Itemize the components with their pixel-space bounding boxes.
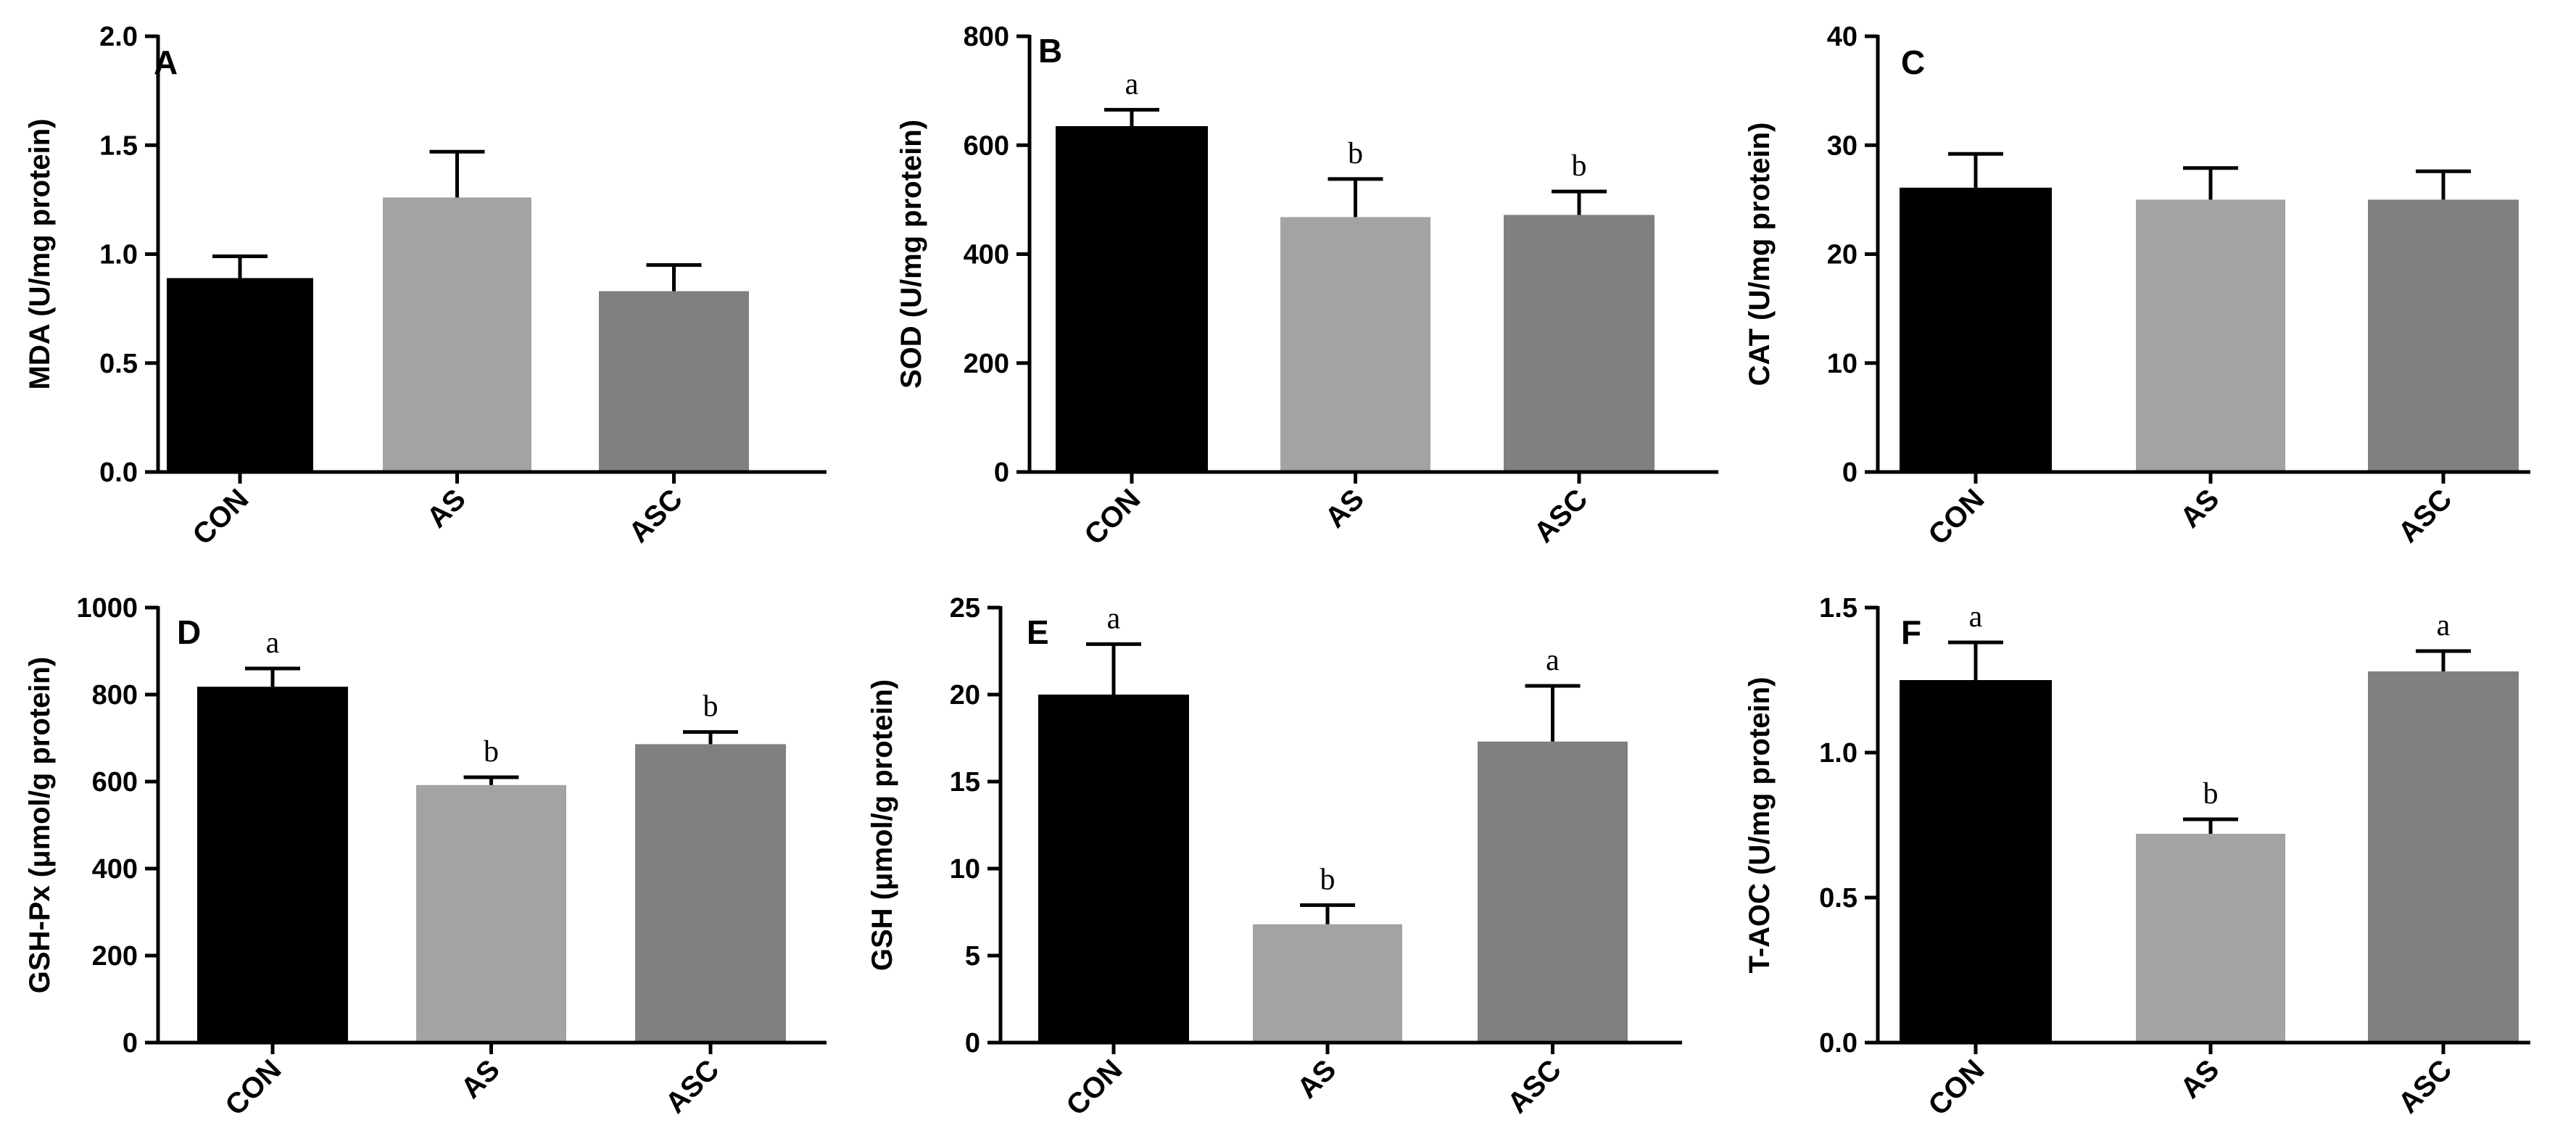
category-label-con: CON bbox=[1922, 1053, 1990, 1122]
category-label-as: AS bbox=[421, 483, 471, 534]
category-label-asc: ASC bbox=[1528, 483, 1594, 549]
bar-con bbox=[167, 278, 313, 472]
panel-letter-c: C bbox=[1901, 44, 1925, 81]
significance-label-asc: a bbox=[2437, 609, 2451, 642]
y-tick-label: 1.5 bbox=[1819, 593, 1858, 624]
bar-con bbox=[1056, 125, 1208, 473]
y-tick-label: 30 bbox=[1827, 131, 1858, 161]
y-tick-label: 800 bbox=[92, 680, 138, 711]
y-tick-label: 1.0 bbox=[99, 240, 138, 270]
significance-label-as: b bbox=[484, 735, 499, 769]
significance-label-con: a bbox=[1969, 600, 1983, 634]
category-label-as: AS bbox=[455, 1053, 505, 1104]
y-tick-label: 10 bbox=[950, 854, 980, 885]
bar-asc bbox=[2368, 671, 2519, 1043]
panel-f: a CON b AS a ASC 0.0 0.5 1.0 1.5 T-AOC (U/mg prote… bbox=[1744, 593, 2530, 1122]
bar-asc bbox=[599, 291, 749, 472]
y-axis-title: SOD (U/mg protein) bbox=[895, 120, 927, 389]
bar-con bbox=[197, 687, 348, 1043]
y-tick-label: 600 bbox=[964, 131, 1009, 161]
panel-a: CON AS ASC 0.0 0.5 1.0 1.5 2.0 MDA (U/mg protein… bbox=[24, 22, 827, 551]
y-tick-label: 800 bbox=[964, 22, 1009, 52]
bar-con bbox=[1038, 695, 1189, 1043]
panel-b: a CON b AS b ASC 0 200 400 600 800 SOD (U/mg protei… bbox=[895, 22, 1718, 551]
y-axis-title: CAT (U/mg protein) bbox=[1744, 123, 1776, 386]
category-label-asc: ASC bbox=[660, 1053, 726, 1119]
bar-asc bbox=[1504, 215, 1654, 472]
significance-label-asc: b bbox=[703, 690, 718, 724]
bar-asc bbox=[1478, 741, 1628, 1043]
panel-letter-f: F bbox=[1901, 613, 1921, 651]
y-axis-title: MDA (U/mg protein) bbox=[24, 118, 56, 389]
significance-label-as: b bbox=[1348, 137, 1363, 170]
y-axis-title: GSH-Px (μmol/g protein) bbox=[24, 657, 56, 993]
y-tick-label: 5 bbox=[965, 941, 980, 972]
category-label-asc: ASC bbox=[2393, 483, 2459, 549]
category-label-con: CON bbox=[1060, 1053, 1128, 1122]
bar-con bbox=[1900, 187, 2052, 472]
bar-con bbox=[1900, 680, 2052, 1043]
y-tick-label: 1.5 bbox=[99, 131, 138, 161]
y-tick-label: 200 bbox=[964, 349, 1009, 379]
y-tick-label: 20 bbox=[1827, 240, 1858, 270]
y-tick-label: 40 bbox=[1827, 22, 1858, 52]
panel-letter-a: A bbox=[154, 44, 178, 81]
significance-label-as: b bbox=[1320, 863, 1335, 896]
panel-c: CON AS ASC 0 10 20 30 40 CAT (U/mg protein) C bbox=[1744, 22, 2530, 551]
bar-as bbox=[1280, 217, 1430, 472]
significance-label-con: a bbox=[266, 626, 280, 660]
y-tick-label: 200 bbox=[92, 941, 138, 972]
y-tick-label: 0.0 bbox=[1819, 1028, 1858, 1059]
bar-as bbox=[2136, 199, 2285, 472]
category-label-asc: ASC bbox=[1502, 1053, 1567, 1119]
category-label-as: AS bbox=[2174, 483, 2225, 534]
category-label-con: CON bbox=[1922, 483, 1990, 551]
panel-letter-d: D bbox=[177, 613, 201, 651]
y-tick-label: 400 bbox=[92, 854, 138, 885]
y-tick-label: 1000 bbox=[76, 593, 138, 624]
y-tick-label: 0.0 bbox=[99, 457, 138, 488]
y-axis-title: GSH (μmol/g protein) bbox=[866, 679, 898, 971]
y-tick-label: 0 bbox=[1842, 457, 1858, 488]
y-tick-label: 1.0 bbox=[1819, 738, 1858, 769]
y-tick-label: 15 bbox=[950, 767, 980, 798]
y-tick-label: 20 bbox=[950, 680, 980, 711]
category-label-con: CON bbox=[219, 1053, 287, 1122]
significance-label-con: a bbox=[1107, 602, 1121, 635]
y-tick-label: 400 bbox=[964, 240, 1009, 270]
y-tick-label: 2.0 bbox=[99, 22, 138, 52]
category-label-as: AS bbox=[1291, 1053, 1342, 1104]
panel-e: a CON b AS a ASC 0 5 10 15 20 25 GSH (μmol/g protein… bbox=[866, 593, 1682, 1122]
y-tick-label: 0 bbox=[123, 1028, 138, 1059]
category-label-con: CON bbox=[1078, 483, 1146, 551]
bar-as bbox=[416, 784, 566, 1043]
bar-asc bbox=[2368, 199, 2519, 472]
y-tick-label: 25 bbox=[950, 593, 980, 624]
category-label-as: AS bbox=[1319, 483, 1370, 534]
panel-letter-b: B bbox=[1038, 32, 1062, 70]
panel-d: a CON b AS b ASC 0 200 400 600 800 1000 GSH-Px (μmol… bbox=[24, 593, 827, 1122]
panel-letter-e: E bbox=[1027, 613, 1049, 651]
category-label-as: AS bbox=[2174, 1053, 2225, 1104]
bar-as bbox=[2136, 834, 2285, 1043]
y-tick-label: 0 bbox=[994, 457, 1009, 488]
category-label-con: CON bbox=[186, 483, 254, 551]
significance-label-asc: b bbox=[1572, 149, 1587, 183]
bar-as bbox=[1253, 924, 1402, 1043]
y-tick-label: 600 bbox=[92, 767, 138, 798]
category-label-asc: ASC bbox=[2393, 1053, 2459, 1119]
y-tick-label: 0.5 bbox=[99, 349, 138, 379]
bar-asc bbox=[635, 744, 786, 1043]
y-axis-title: T-AOC (U/mg protein) bbox=[1744, 677, 1776, 974]
bar-as bbox=[383, 197, 531, 472]
y-tick-label: 0 bbox=[965, 1028, 980, 1059]
y-tick-label: 0.5 bbox=[1819, 883, 1858, 914]
category-label-asc: ASC bbox=[623, 483, 689, 549]
significance-label-as: b bbox=[2203, 777, 2219, 811]
significance-label-asc: a bbox=[1546, 644, 1560, 677]
significance-label-con: a bbox=[1125, 67, 1139, 101]
y-tick-label: 10 bbox=[1827, 349, 1858, 379]
